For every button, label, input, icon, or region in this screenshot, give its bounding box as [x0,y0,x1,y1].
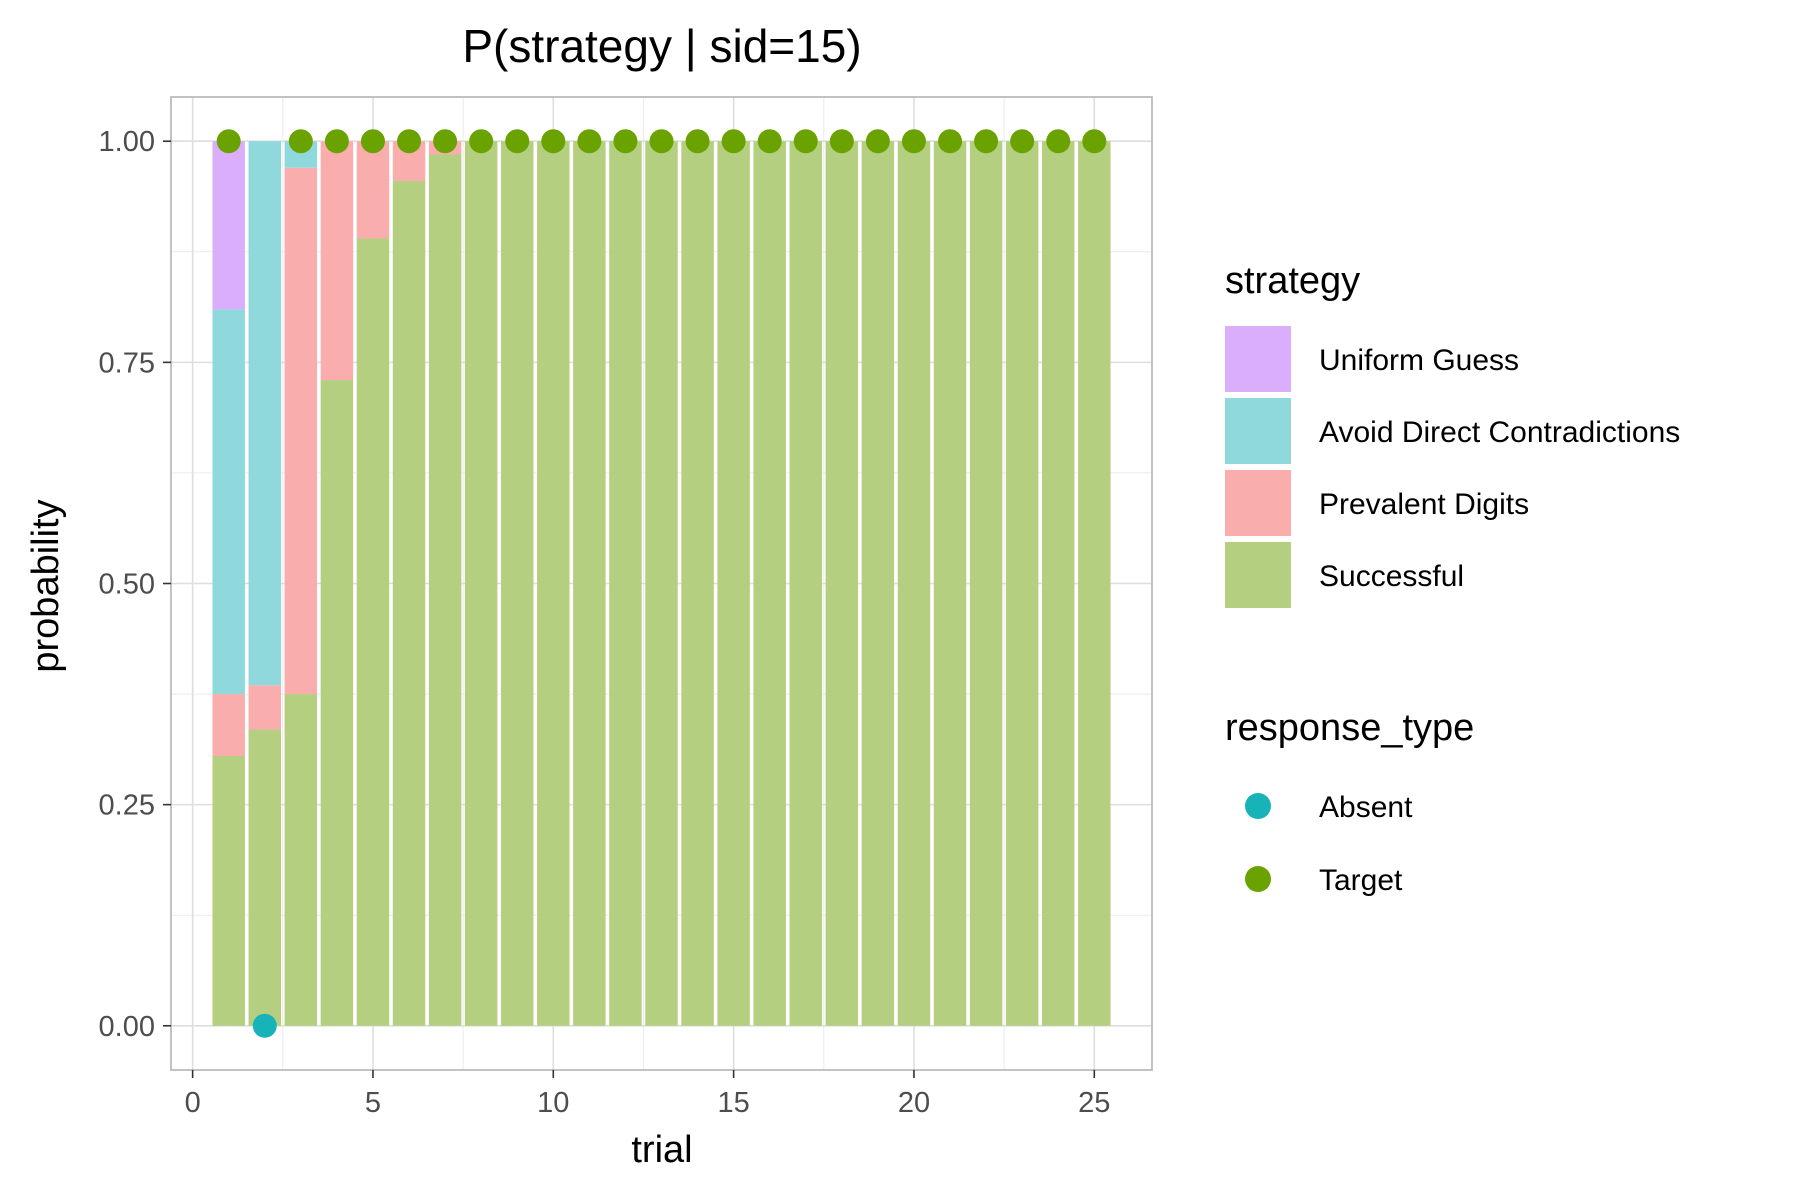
bar-successful [392,181,426,1026]
bar-successful [969,141,1003,1026]
x-tick-label: 5 [365,1087,381,1119]
point-target [397,129,422,154]
legend-key-strategy [1225,542,1291,608]
point-target [324,129,349,154]
legend-key-strategy [1225,398,1291,464]
bar-prevalent-digits [212,694,245,756]
point-target [721,129,746,154]
bar-successful [861,141,895,1026]
x-tick-label: 10 [537,1087,569,1119]
point-target [974,129,999,154]
point-target [829,129,854,154]
legend: strategy Uniform Guess Avoid Direct Contra… [1225,260,1680,897]
bar-prevalent-digits [356,141,390,239]
point-target [1046,129,1071,154]
bar-prevalent-digits [320,141,354,381]
point-absent [252,1013,277,1038]
legend-key-response [1245,866,1271,892]
bar-successful [933,141,967,1026]
bar-successful [1041,141,1075,1026]
x-tick-label: 25 [1078,1087,1110,1119]
point-target [865,129,890,154]
bar-successful [609,141,642,1026]
point-target [793,129,818,154]
legend-title-response-type: response_type [1225,707,1474,749]
point-target [360,129,385,154]
bar-successful [573,141,606,1026]
bar-successful [320,380,354,1026]
x-tick-label: 20 [898,1087,930,1119]
x-axis-title: trial [631,1129,692,1171]
bar-prevalent-digits [248,685,282,730]
legend-label-strategy: Successful [1319,560,1464,593]
bar-successful [789,141,822,1026]
bar-successful [501,141,534,1026]
bar-successful [284,694,318,1026]
x-tick-label: 15 [717,1087,749,1119]
bar-successful [825,141,859,1026]
bar-successful [248,729,282,1026]
legend-key-strategy [1225,470,1291,536]
bar-successful [681,141,714,1026]
legend-label-strategy: Uniform Guess [1319,344,1519,377]
bar-successful [537,141,570,1026]
point-target [685,129,710,154]
legend-label-strategy: Avoid Direct Contradictions [1319,416,1680,449]
bar-successful [753,141,786,1026]
legend-label-response: Target [1319,864,1403,897]
bar-successful [212,755,245,1026]
legend-key-response [1245,793,1271,819]
point-target [216,129,241,154]
point-target [288,129,313,154]
axis-ticks: 0 5 10 15 20 25 0.00 0.25 0.50 0.75 1.00 [99,126,1111,1119]
legend-label-response: Absent [1319,791,1413,824]
bar-successful [428,154,462,1026]
bar-uniform-guess [212,141,245,310]
point-target [469,129,494,154]
point-target [505,129,530,154]
bar-successful [717,141,750,1026]
y-axis-title: probability [25,499,67,672]
x-tick-label: 0 [185,1087,201,1119]
plot-panel [170,96,1153,1071]
y-tick-label: 0.50 [99,569,155,601]
chart-title: P(strategy | sid=15) [462,20,861,72]
y-tick-label: 1.00 [99,126,155,158]
point-target [649,129,674,154]
point-target [541,129,566,154]
point-target [901,129,926,154]
point-target [1010,129,1035,154]
y-tick-label: 0.00 [99,1011,155,1043]
bar-prevalent-digits [284,167,318,695]
y-tick-label: 0.75 [99,347,155,379]
y-tick-label: 0.25 [99,790,155,822]
bar-successful [1005,141,1039,1026]
bar-avoid-direct-contradictions [248,141,282,686]
legend-title-strategy: strategy [1225,260,1360,302]
point-target [1082,129,1107,154]
legend-key-strategy [1225,326,1291,392]
legend-label-strategy: Prevalent Digits [1319,488,1529,521]
point-target [938,129,963,154]
bar-avoid-direct-contradictions [212,309,245,695]
bar-successful [897,141,931,1026]
point-target [757,129,782,154]
point-target [433,129,458,154]
point-target [613,129,638,154]
bar-successful [1078,141,1111,1026]
bar-successful [464,141,498,1026]
bar-successful [645,141,678,1026]
bar-successful [356,238,390,1026]
point-target [577,129,602,154]
